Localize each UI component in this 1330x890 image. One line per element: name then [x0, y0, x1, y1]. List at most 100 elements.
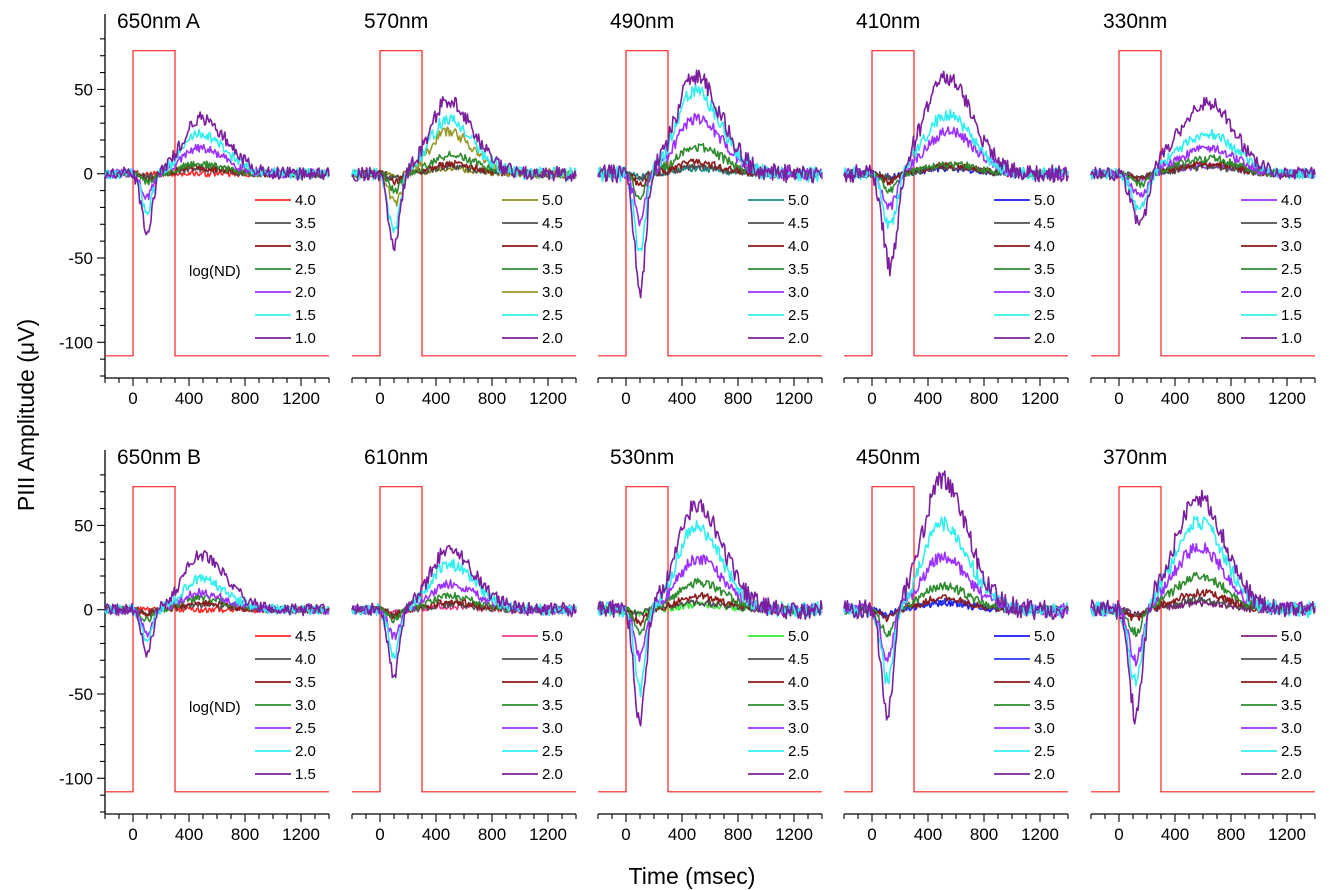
- series-line: [843, 516, 1069, 685]
- legend-label: 3.5: [1034, 261, 1055, 278]
- stimulus-trace: [598, 50, 822, 357]
- panel-title: 490nm: [610, 10, 674, 33]
- x-tick-label: 800: [970, 389, 998, 408]
- legend-label: 2.5: [788, 307, 809, 324]
- x-tick-label: 400: [914, 825, 942, 844]
- legend-label: 3.0: [542, 284, 563, 301]
- x-tick-label: 0: [128, 389, 137, 408]
- stimulus-trace: [352, 486, 576, 793]
- x-tick-label: 0: [867, 825, 876, 844]
- panel-title: 330nm: [1103, 10, 1167, 33]
- series-line: [104, 549, 330, 658]
- legend-label: 4.0: [295, 651, 316, 668]
- chart-panel: 330nm 0 400 800 1200 4.0 3.5 3.0 2.5 2.0 1.5 1.0: [1090, 10, 1316, 408]
- legend-label: 3.5: [788, 261, 809, 278]
- y-tick-label: 0: [84, 601, 93, 620]
- panels: 650nm A 0 400 800 1200 50 0 -50 -100 4.0 3.5 3.0 2.5…: [59, 10, 1316, 844]
- panel-title: 410nm: [856, 10, 920, 33]
- series-line: [1090, 128, 1316, 212]
- series-line: [843, 470, 1069, 721]
- x-tick-label: 800: [231, 389, 259, 408]
- chart-panel: 650nm B 0 400 800 1200 50 0 -50 -100 4.5 4.0 3.5 3.0…: [59, 446, 330, 844]
- stimulus-trace: [844, 50, 1068, 357]
- series-line: [1090, 489, 1316, 725]
- x-tick-label: 1200: [282, 825, 320, 844]
- legend-label: 3.5: [788, 697, 809, 714]
- x-tick-label: 1200: [775, 389, 813, 408]
- y-tick-label: 0: [84, 165, 93, 184]
- legend-label: 3.0: [788, 284, 809, 301]
- legend-label: 3.0: [542, 720, 563, 737]
- x-tick-label: 0: [128, 825, 137, 844]
- legend-label: 3.5: [1281, 215, 1302, 232]
- legend-label: 3.0: [1281, 238, 1302, 255]
- x-tick-label: 400: [422, 389, 450, 408]
- legend-label: 2.0: [1281, 766, 1302, 783]
- legend-label: 2.5: [788, 743, 809, 760]
- legend-label: 2.5: [1281, 261, 1302, 278]
- legend-label: 3.5: [1281, 697, 1302, 714]
- legend-label: 2.5: [1034, 743, 1055, 760]
- x-tick-label: 400: [668, 389, 696, 408]
- legend-label: 4.5: [542, 651, 563, 668]
- legend-label: 2.0: [542, 330, 563, 347]
- x-tick-label: 800: [1217, 825, 1245, 844]
- legend-label: 2.0: [1034, 330, 1055, 347]
- x-tick-label: 1200: [775, 825, 813, 844]
- legend-label: 5.0: [1034, 192, 1055, 209]
- series-line: [104, 111, 330, 236]
- y-tick-label: -100: [59, 333, 93, 352]
- legend-label: 1.0: [1281, 330, 1302, 347]
- stimulus-trace: [352, 50, 576, 357]
- series-line: [843, 70, 1069, 277]
- legend-label: 3.0: [295, 697, 316, 714]
- legend-label: 5.0: [788, 192, 809, 209]
- x-tick-label: 400: [175, 389, 203, 408]
- legend-label: 3.0: [1281, 720, 1302, 737]
- panel-title: 370nm: [1103, 446, 1167, 469]
- x-tick-label: 400: [914, 389, 942, 408]
- x-axis-title: Time (msec): [629, 863, 756, 889]
- stimulus-trace: [1091, 50, 1315, 357]
- x-tick-label: 1200: [529, 825, 567, 844]
- x-tick-label: 0: [621, 389, 630, 408]
- legend-label: 3.0: [1034, 284, 1055, 301]
- panel-title: 650nm A: [117, 10, 200, 33]
- legend-label: 3.5: [542, 261, 563, 278]
- y-tick-label: 50: [74, 80, 93, 99]
- legend-label: 4.5: [1034, 651, 1055, 668]
- x-tick-label: 1200: [1021, 825, 1059, 844]
- x-tick-label: 800: [1217, 389, 1245, 408]
- stimulus-trace: [105, 486, 329, 793]
- legend-label: 2.5: [295, 720, 316, 737]
- chart-panel: 410nm 0 400 800 1200 5.0 4.5 4.0 3.5 3.0 2.5 2.0: [843, 10, 1069, 408]
- x-tick-label: 800: [970, 825, 998, 844]
- legend-label: 4.0: [1281, 674, 1302, 691]
- y-tick-label: -100: [59, 769, 93, 788]
- x-tick-label: 1200: [1021, 389, 1059, 408]
- legend-label: 3.0: [295, 238, 316, 255]
- panel-title: 530nm: [610, 446, 674, 469]
- chart-panel: 610nm 0 400 800 1200 5.0 4.5 4.0 3.5 3.0 2.5 2.0: [351, 446, 577, 844]
- series-line: [1090, 515, 1316, 687]
- legend-label: 4.5: [788, 215, 809, 232]
- x-tick-label: 800: [478, 389, 506, 408]
- x-tick-label: 0: [375, 389, 384, 408]
- legend-label: 4.0: [542, 238, 563, 255]
- legend-label: 3.5: [295, 215, 316, 232]
- x-tick-label: 400: [422, 825, 450, 844]
- chart-panel: 650nm A 0 400 800 1200 50 0 -50 -100 4.0 3.5 3.0 2.5…: [59, 10, 330, 408]
- stimulus-trace: [598, 486, 822, 793]
- legend-label: 5.0: [788, 628, 809, 645]
- chart-panel: 490nm 0 400 800 1200 5.0 4.5 4.0 3.5 3.0 2.5 2.0: [597, 10, 823, 408]
- x-tick-label: 1200: [282, 389, 320, 408]
- series-line: [597, 519, 823, 698]
- legend-label: 4.5: [295, 628, 316, 645]
- legend-label: 2.0: [1034, 766, 1055, 783]
- legend-label: 2.5: [542, 743, 563, 760]
- x-tick-label: 0: [375, 825, 384, 844]
- series-line: [843, 108, 1069, 230]
- y-tick-label: -50: [68, 249, 93, 268]
- legend-label: 4.0: [1281, 192, 1302, 209]
- x-tick-label: 1200: [1268, 825, 1306, 844]
